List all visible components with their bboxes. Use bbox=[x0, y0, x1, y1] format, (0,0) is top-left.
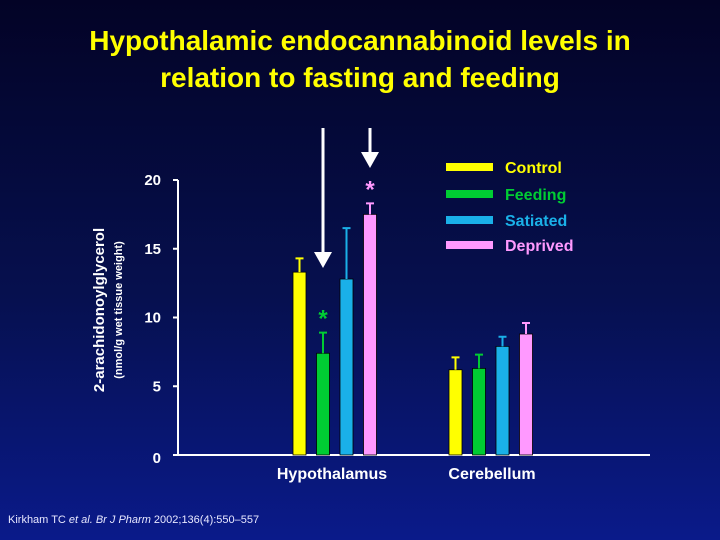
bar bbox=[339, 278, 354, 456]
bar bbox=[519, 333, 533, 456]
citation-journal: Br J Pharm bbox=[95, 514, 151, 526]
bar bbox=[363, 213, 377, 456]
legend-label: Satiated bbox=[505, 213, 567, 230]
y-tick-label: 15 bbox=[144, 241, 161, 258]
legend-swatch bbox=[446, 190, 493, 198]
citation-etal: et al. bbox=[68, 514, 93, 526]
y-tick-label: 20 bbox=[144, 172, 161, 189]
legend-swatch bbox=[446, 241, 493, 249]
category-label: Cerebellum bbox=[448, 466, 535, 483]
title-line-1: Hypothalamic endocannabinoid levels in bbox=[89, 25, 631, 56]
legend-swatch bbox=[446, 163, 493, 171]
citation: Kirkham TC et al. Br J Pharm 2002;136(4)… bbox=[8, 514, 259, 526]
legend-label: Feeding bbox=[505, 187, 566, 204]
significance-asterisk: * bbox=[318, 306, 328, 333]
y-tick-label: 5 bbox=[153, 378, 161, 395]
significance-asterisk: * bbox=[365, 176, 375, 203]
category-label: Hypothalamus bbox=[277, 466, 387, 483]
bar bbox=[316, 352, 330, 456]
title-line-2: relation to fasting and feeding bbox=[160, 62, 560, 93]
citation-ref: 2002;136(4):550–557 bbox=[150, 514, 260, 526]
y-axis-label: 2-arachidonoylglycerol bbox=[91, 228, 108, 392]
y-axis-units: (nmol/g wet tissue weight) bbox=[113, 241, 125, 379]
arrow-head bbox=[314, 252, 332, 268]
y-tick-label: 10 bbox=[144, 310, 161, 327]
citation-authors: Kirkham TC bbox=[8, 514, 69, 526]
bar bbox=[495, 345, 510, 456]
y-tick-label: 0 bbox=[153, 450, 161, 467]
bar bbox=[292, 271, 307, 456]
legend-label: Deprived bbox=[505, 238, 573, 255]
bar bbox=[472, 367, 486, 456]
legend-swatch bbox=[446, 216, 493, 224]
arrow-head bbox=[361, 152, 379, 168]
bar bbox=[448, 369, 463, 456]
chart-title: Hypothalamic endocannabinoid levels in r… bbox=[0, 22, 720, 96]
legend-label: Control bbox=[505, 160, 562, 177]
